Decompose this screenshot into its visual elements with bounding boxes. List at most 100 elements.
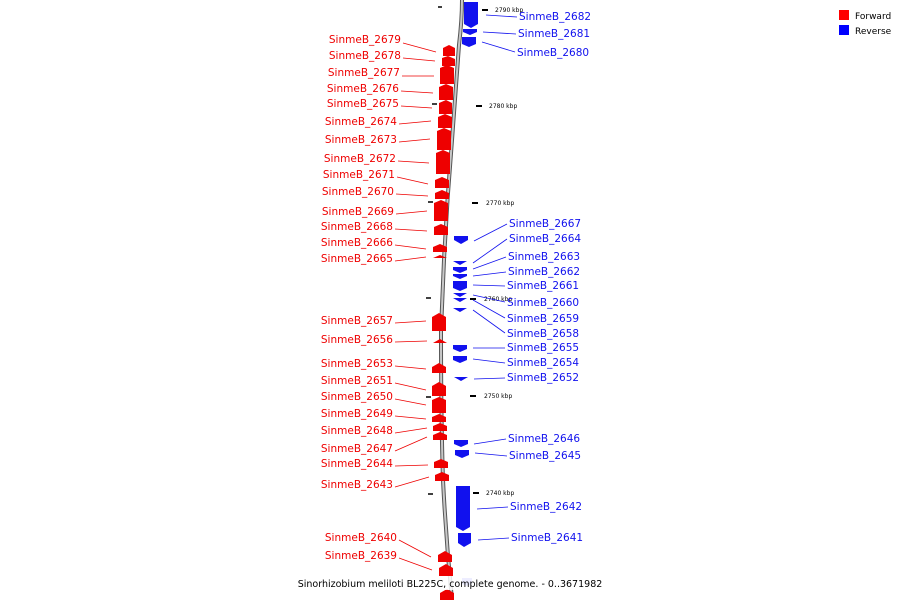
gene-label: SinmeB_2681 [518,28,590,40]
genome-backbone [438,0,464,600]
gene-label: SinmeB_2670 [322,186,394,198]
gene-sinmeb-2663[interactable] [453,267,467,273]
gene-label: SinmeB_2675 [327,98,399,110]
gene-label: SinmeB_2672 [324,153,396,165]
gene-label: SinmeB_2645 [509,450,581,462]
gene-label: SinmeB_2674 [325,116,397,128]
legend-swatch-reverse [839,25,849,35]
gene-sinmeb-2642[interactable] [456,486,470,531]
gene-sinmeb-2652[interactable] [454,377,468,381]
gene-label: SinmeB_2650 [321,391,393,403]
tick-label: 2750 kbp [484,393,512,400]
gene-sinmeb-2664[interactable] [453,261,467,265]
gene-sinmeb-2676[interactable] [439,84,453,100]
gene-sinmeb-2649[interactable] [432,414,446,422]
gene-sinmeb-2672[interactable] [436,150,450,174]
gene-sinmeb-2675[interactable] [439,100,452,114]
gene-label: SinmeB_2639 [325,550,397,562]
gene-sinmeb-2671[interactable] [435,177,449,188]
gene-label: SinmeB_2654 [507,357,579,369]
gene-label: SinmeB_2665 [321,253,393,265]
gene-label: SinmeB_2649 [321,408,393,420]
gene-sinmeb-2650[interactable] [432,397,446,413]
gene-sinmeb-2665[interactable] [433,255,447,258]
gene-sinmeb-2647[interactable] [433,432,447,440]
gene-sinmeb-2669[interactable] [434,200,448,221]
gene-sinmeb-2655[interactable] [453,345,467,352]
gene-sinmeb-2682[interactable] [464,2,478,28]
gene-label: SinmeB_2640 [325,532,397,544]
gene-sinmeb-2680[interactable] [462,37,476,47]
gene-sinmeb-2658[interactable] [453,308,467,312]
gene-label: SinmeB_2673 [325,134,397,146]
gene-label: SinmeB_2680 [517,47,589,59]
tick-label: 2780 kbp [489,103,517,110]
gene-sinmeb-2677[interactable] [440,65,454,84]
gene-sinmeb-2659[interactable] [453,298,467,302]
gene-label: SinmeB_2642 [510,501,582,513]
gene-label: SinmeB_2655 [507,342,579,354]
gene-sinmeb-2644[interactable] [434,459,448,468]
gene-label: SinmeB_2682 [519,11,591,23]
gene-sinmeb-2681[interactable] [463,29,477,35]
gene-sinmeb-2660[interactable] [453,293,467,297]
gene-sinmeb-2674[interactable] [438,114,452,128]
forward-labels [394,42,437,571]
gene-sinmeb-2661[interactable] [453,281,467,291]
legend-label-reverse: Reverse [855,27,892,37]
gene-sinmeb-2654[interactable] [453,356,467,363]
gene-sinmeb-2641[interactable] [458,533,471,547]
gene-label: SinmeB_2666 [321,237,393,249]
gene-label: SinmeB_2676 [327,83,399,95]
tick-label: 2740 kbp [486,490,514,497]
gene-label: SinmeB_2660 [507,297,579,309]
tick-label: 2770 kbp [486,200,514,207]
gene-label: SinmeB_2659 [507,313,579,325]
gene-label: SinmeB_2658 [507,328,579,340]
gene-sinmeb-2667[interactable] [454,236,468,244]
gene-label: SinmeB_2663 [508,251,580,263]
gene-sinmeb-2666[interactable] [433,244,447,252]
map-caption: Sinorhizobium meliloti BL225C, complete … [298,579,603,590]
gene-label: SinmeB_2644 [321,458,393,470]
gene-sinmeb-2657[interactable] [432,313,446,331]
gene-sinmeb-2648[interactable] [433,423,447,431]
gene-label: SinmeB_2648 [321,425,393,437]
gene-label: SinmeB_2671 [323,169,395,181]
gene-label: SinmeB_2657 [321,315,393,327]
gene-label: SinmeB_2653 [321,358,393,370]
legend-swatch-forward [839,10,849,20]
gene-sinmeb-2653[interactable] [432,363,446,373]
gene-label: SinmeB_2667 [509,218,581,230]
gene-label: SinmeB_2652 [507,372,579,384]
gene-sinmeb-2670[interactable] [435,190,449,199]
tick-label: 2760 kbp [484,296,512,303]
gene-sinmeb-2678[interactable] [442,56,455,66]
tick-label: 2790 kbp [495,7,523,14]
gene-unlabeled-forward [440,589,454,600]
gene-label: SinmeB_2664 [509,233,581,245]
gene-label: SinmeB_2679 [329,34,401,46]
gene-label: SinmeB_2643 [321,479,393,491]
forward-features [432,45,455,600]
gene-sinmeb-2662[interactable] [453,274,467,279]
reverse-labels [472,14,518,541]
scale-ticks: 2790 kbp 2780 kbp 2770 kbp 2760 kbp 2750… [426,6,523,497]
gene-sinmeb-2646[interactable] [454,440,468,447]
gene-label: SinmeB_2678 [329,50,401,62]
gene-label: SinmeB_2656 [321,334,393,346]
gene-sinmeb-2640[interactable] [438,551,452,562]
reverse-features [453,2,478,586]
gene-sinmeb-2656[interactable] [433,339,447,343]
gene-sinmeb-2643[interactable] [435,472,449,481]
gene-sinmeb-2668[interactable] [434,224,448,235]
gene-label: SinmeB_2661 [507,280,579,292]
gene-sinmeb-2639[interactable] [439,564,453,576]
legend: Forward Reverse [839,10,892,37]
gene-sinmeb-2679[interactable] [443,45,455,56]
gene-label: SinmeB_2646 [508,433,580,445]
gene-sinmeb-2673[interactable] [437,128,451,150]
gene-sinmeb-2645[interactable] [455,450,469,458]
gene-sinmeb-2651[interactable] [432,382,446,396]
